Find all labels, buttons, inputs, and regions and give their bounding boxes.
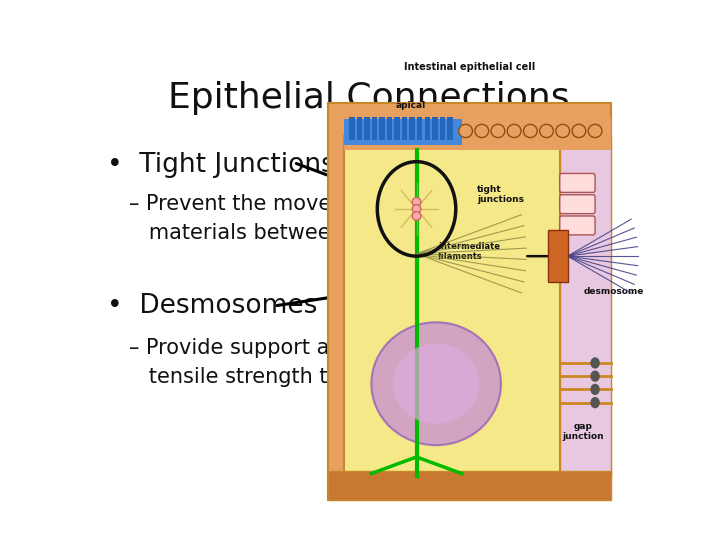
- Ellipse shape: [459, 124, 472, 138]
- Bar: [440, 117, 445, 140]
- Text: •  Tight Junctions: • Tight Junctions: [107, 152, 335, 178]
- Bar: [447, 117, 453, 140]
- Ellipse shape: [372, 322, 501, 445]
- Ellipse shape: [556, 124, 570, 138]
- Circle shape: [590, 384, 600, 395]
- Bar: [379, 117, 384, 140]
- Bar: [432, 117, 438, 140]
- Text: desmosome: desmosome: [583, 287, 644, 296]
- Bar: [387, 117, 392, 140]
- Bar: [356, 117, 362, 140]
- Bar: [344, 117, 611, 150]
- Bar: [372, 117, 377, 140]
- Bar: [364, 117, 369, 140]
- Text: •  Desmosomes: • Desmosomes: [107, 293, 317, 319]
- Circle shape: [590, 397, 600, 408]
- Ellipse shape: [588, 124, 602, 138]
- Text: intermediate
filaments: intermediate filaments: [438, 242, 500, 261]
- Bar: [328, 471, 611, 500]
- Ellipse shape: [523, 124, 537, 138]
- Ellipse shape: [413, 212, 421, 220]
- Ellipse shape: [540, 124, 554, 138]
- Bar: [559, 136, 611, 476]
- Circle shape: [590, 370, 600, 382]
- Bar: [349, 117, 354, 140]
- Bar: [548, 230, 567, 282]
- Ellipse shape: [413, 205, 421, 213]
- Ellipse shape: [393, 343, 480, 424]
- Bar: [410, 117, 415, 140]
- Bar: [402, 117, 408, 140]
- Ellipse shape: [508, 124, 521, 138]
- Ellipse shape: [491, 124, 505, 138]
- Text: apical: apical: [395, 100, 426, 110]
- Bar: [395, 117, 400, 140]
- Text: tensile strength to tissues: tensile strength to tissues: [129, 367, 420, 387]
- Ellipse shape: [413, 198, 421, 206]
- Text: gap
junction: gap junction: [562, 422, 604, 441]
- Ellipse shape: [572, 124, 586, 138]
- Text: tight
junctions: tight junctions: [477, 185, 524, 205]
- Bar: [417, 117, 423, 140]
- Bar: [425, 117, 430, 140]
- FancyBboxPatch shape: [559, 195, 595, 214]
- Text: – Provide support and: – Provide support and: [129, 338, 356, 357]
- Text: – Prevent the movement of: – Prevent the movement of: [129, 194, 413, 214]
- Text: Epithelial Connections: Epithelial Connections: [168, 82, 570, 116]
- Bar: [344, 119, 462, 145]
- FancyBboxPatch shape: [328, 103, 611, 500]
- Bar: [344, 136, 559, 476]
- FancyBboxPatch shape: [559, 216, 595, 235]
- Text: basal: basal: [435, 483, 464, 492]
- Text: Intestinal epithelial cell: Intestinal epithelial cell: [404, 63, 535, 72]
- Text: materials between cells: materials between cells: [129, 223, 397, 243]
- FancyBboxPatch shape: [559, 173, 595, 192]
- Circle shape: [590, 357, 600, 369]
- Ellipse shape: [475, 124, 489, 138]
